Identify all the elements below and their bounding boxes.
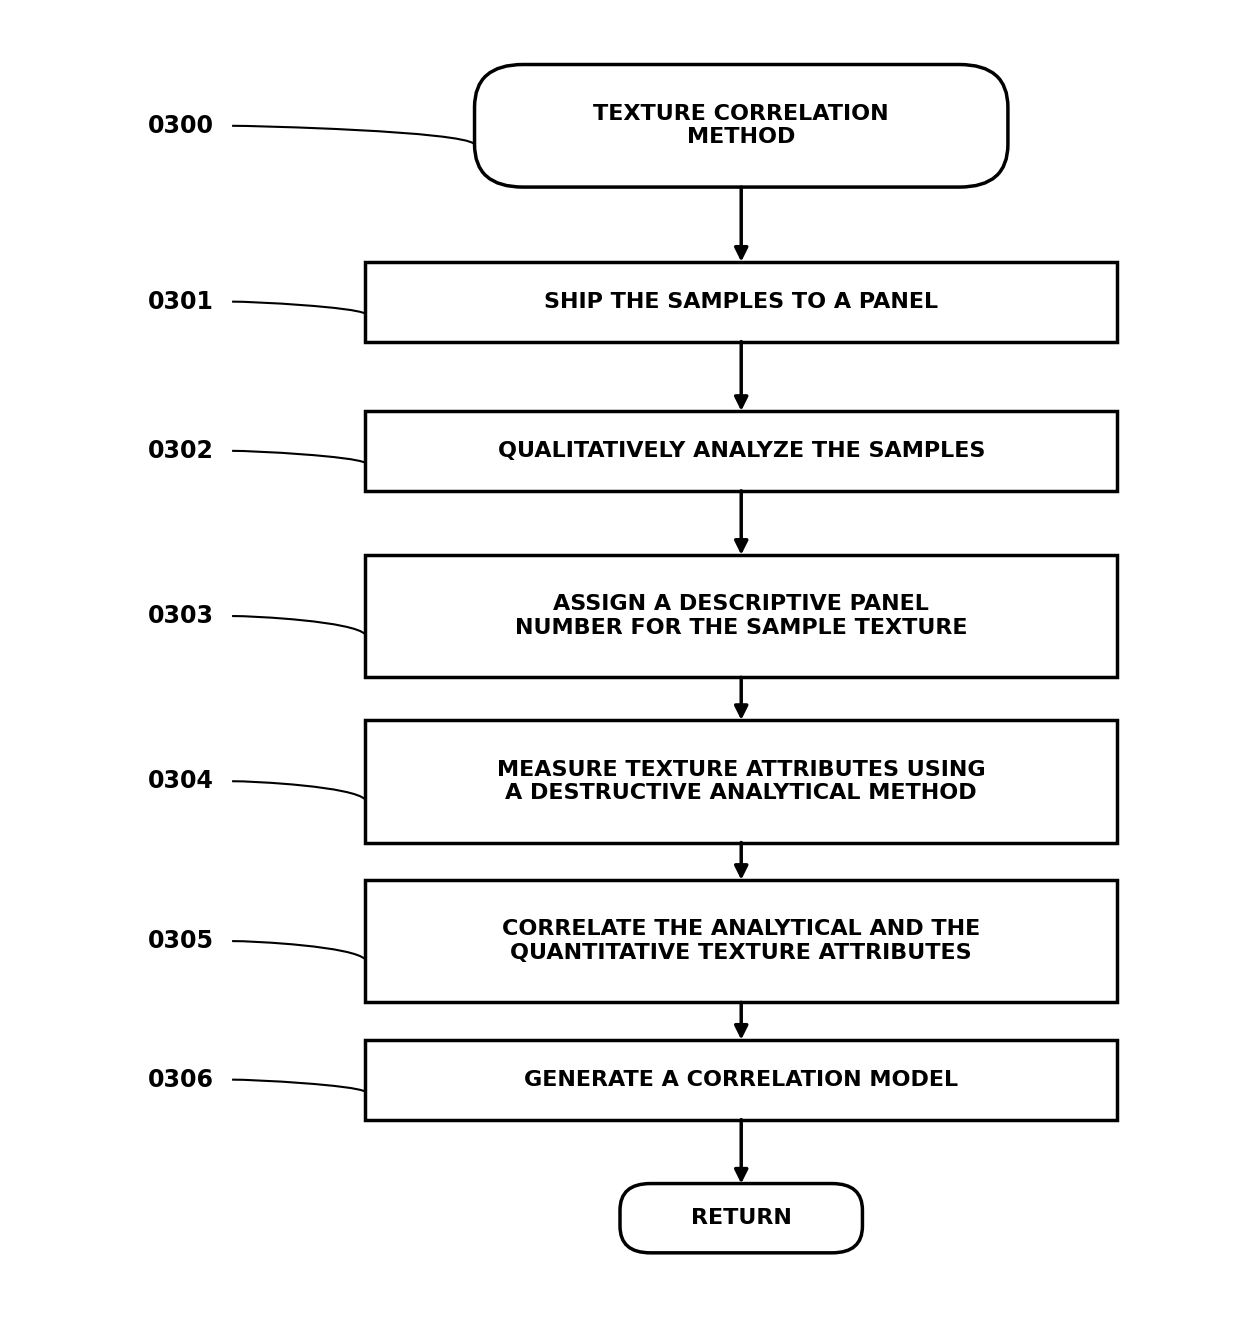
Text: 0304: 0304 [148, 769, 215, 793]
Bar [366, 410, 1117, 491]
Text: 0300: 0300 [148, 114, 215, 138]
Text: 0305: 0305 [148, 930, 215, 954]
FancyBboxPatch shape [475, 65, 1008, 187]
Text: MEASURE TEXTURE ATTRIBUTES USING
A DESTRUCTIVE ANALYTICAL METHOD: MEASURE TEXTURE ATTRIBUTES USING A DESTR… [497, 760, 986, 803]
Text: 0306: 0306 [148, 1068, 215, 1092]
Bar [366, 262, 1117, 341]
Text: SHIP THE SAMPLES TO A PANEL: SHIP THE SAMPLES TO A PANEL [544, 292, 939, 312]
Text: ASSIGN A DESCRIPTIVE PANEL
NUMBER FOR THE SAMPLE TEXTURE: ASSIGN A DESCRIPTIVE PANEL NUMBER FOR TH… [515, 595, 967, 637]
Bar [366, 720, 1117, 842]
Text: GENERATE A CORRELATION MODEL: GENERATE A CORRELATION MODEL [525, 1069, 959, 1090]
Bar [366, 880, 1117, 1003]
Text: RETURN: RETURN [691, 1208, 791, 1228]
Bar [366, 555, 1117, 677]
Text: 0301: 0301 [148, 290, 215, 313]
Text: 0303: 0303 [148, 604, 215, 628]
Text: QUALITATIVELY ANALYZE THE SAMPLES: QUALITATIVELY ANALYZE THE SAMPLES [497, 441, 985, 461]
Text: CORRELATE THE ANALYTICAL AND THE
QUANTITATIVE TEXTURE ATTRIBUTES: CORRELATE THE ANALYTICAL AND THE QUANTIT… [502, 919, 981, 963]
Text: TEXTURE CORRELATION
METHOD: TEXTURE CORRELATION METHOD [594, 104, 889, 147]
FancyBboxPatch shape [620, 1183, 863, 1252]
Bar [366, 1040, 1117, 1120]
Text: 0302: 0302 [148, 438, 215, 463]
